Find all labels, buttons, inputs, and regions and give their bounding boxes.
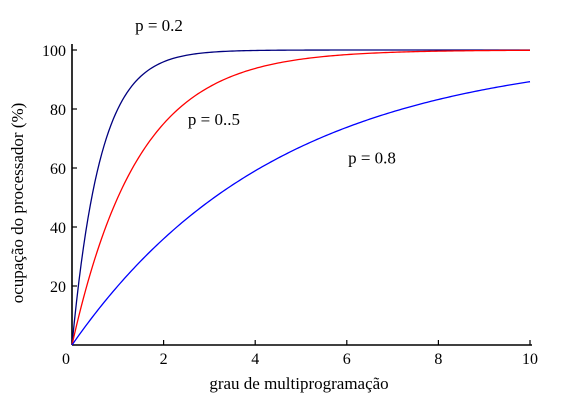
series-line-p-0-5	[71, 49, 531, 346]
x-axis-label: grau de multiprogramação	[209, 374, 388, 393]
axes	[71, 44, 532, 346]
x-tick-label: 8	[434, 351, 442, 368]
series	[71, 49, 531, 346]
curve-annotation: p = 0..5	[188, 110, 240, 129]
x-tick-label: 6	[343, 351, 351, 368]
ticks: 0 2 4 6 8 10 20 40 60 80 100	[42, 43, 538, 368]
y-axis-label: ocupação do processador (%)	[8, 103, 27, 304]
series-line-p-0-2	[71, 49, 530, 346]
series-line-p-0-8	[71, 81, 531, 346]
y-tick-label: 60	[50, 161, 66, 178]
curve-annotation: p = 0.8	[348, 149, 396, 168]
x-tick-label: 4	[251, 351, 259, 368]
y-tick-label: 100	[42, 43, 66, 60]
x-tick-label: 2	[160, 351, 168, 368]
curve-annotation: p = 0.2	[135, 16, 183, 35]
x-tick-label: 0	[62, 351, 70, 368]
y-tick-label: 80	[50, 102, 66, 119]
labels: grau de multiprogramação ocupação do pro…	[8, 103, 389, 393]
y-tick-label: 20	[50, 279, 66, 296]
y-tick-label: 40	[50, 220, 66, 237]
annotations: p = 0.2 p = 0..5 p = 0.8	[135, 16, 396, 168]
x-tick-label: 10	[522, 351, 538, 368]
